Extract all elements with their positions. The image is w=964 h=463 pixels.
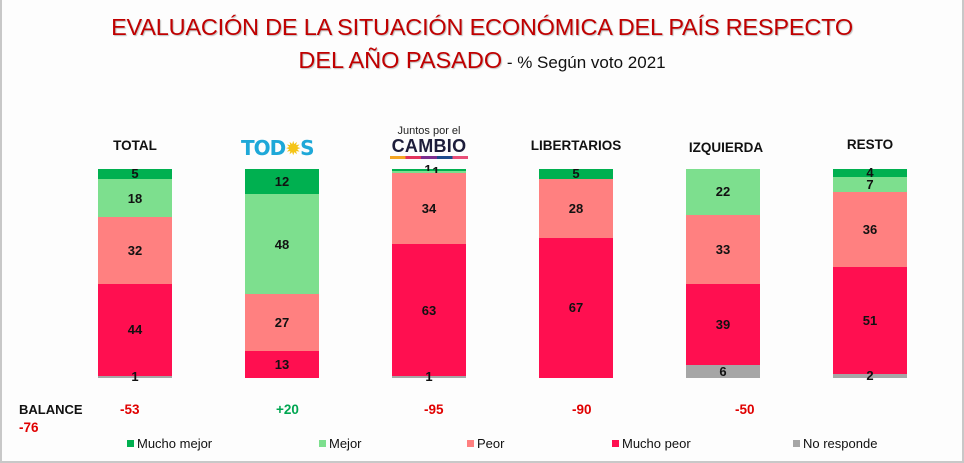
bar-segment-mucho-peor	[686, 283, 760, 366]
balance-value: -53	[120, 402, 140, 417]
bar-segment-mucho-mejor	[98, 169, 172, 180]
legend-swatch-icon	[467, 440, 474, 447]
header-izquierda: IZQUIERDA	[688, 140, 764, 155]
todos-logo-text-end: S	[300, 136, 314, 160]
todos-logo-text: TOD	[241, 136, 286, 160]
data-label: 1	[425, 368, 433, 384]
jxc-logo-top: Juntos por el	[397, 125, 461, 137]
data-label: 32	[127, 243, 143, 258]
chart-title-line2: DEL AÑO PASADO - % Según voto 2021	[0, 47, 964, 74]
data-label: 27	[274, 315, 290, 331]
chart-title: EVALUACIÓN DE LA SITUACIÓN ECONÓMICA DEL…	[111, 14, 853, 40]
legend-item-mucho-mejor: Mucho mejor	[127, 436, 212, 451]
data-label: 18	[127, 190, 143, 206]
bar-juntos-por-el-cambio: 1 1 34 63 1	[392, 163, 466, 383]
legend-label: Mejor	[329, 436, 362, 451]
balance-value: -90	[572, 402, 592, 417]
data-label: 33	[715, 241, 731, 257]
jxc-logo-stripe	[390, 156, 468, 159]
data-label: 5	[572, 166, 580, 182]
balance-value: -95	[424, 402, 444, 417]
data-label: 67	[568, 300, 584, 316]
sun-icon: ✹	[285, 138, 301, 160]
legend-swatch-icon	[127, 440, 134, 447]
bar-segment-mucho-peor	[392, 244, 466, 376]
legend-swatch-icon	[793, 440, 800, 447]
bar-libertarios: 5 28 67	[539, 166, 613, 378]
legend-label: Peor	[477, 436, 505, 451]
juntos-por-el-cambio-logo: Juntos por el CAMBIO	[384, 125, 474, 159]
bar-segment-peor	[539, 179, 613, 238]
bar-izquierda: 22 33 39 6	[686, 169, 760, 378]
bar-segment-no-responde	[392, 375, 466, 378]
bar-segment-mejor	[98, 179, 172, 218]
data-label: 28	[568, 201, 584, 217]
data-label: 1	[424, 162, 432, 177]
bar-segment-peor	[392, 173, 466, 245]
bar-segment-mucho-mejor	[539, 169, 613, 180]
bar-segment-peor	[686, 214, 760, 284]
bar-segment-mucho-peor	[833, 267, 907, 374]
legend-label: Mucho peor	[622, 436, 691, 451]
data-label: 6	[719, 363, 727, 379]
bar-segment-mucho-mejor	[833, 169, 907, 178]
legend-item-peor: Peor	[467, 436, 504, 451]
bar-total: 5 18 32 44 1	[98, 166, 172, 383]
data-label: 12	[274, 174, 290, 190]
bar-segment-mucho-peor	[245, 350, 319, 378]
data-label: 36	[862, 222, 878, 238]
data-label: 13	[274, 356, 290, 372]
data-label: 2	[866, 367, 874, 383]
bar-segment-mejor	[686, 169, 760, 215]
bar-segment-mucho-peor	[539, 237, 613, 378]
data-label: 7	[866, 177, 874, 193]
balance-value: -50	[735, 402, 755, 417]
bar-segment-no-responde	[686, 365, 760, 378]
bar-todos: 12 48 27 13	[245, 169, 319, 378]
bar-segment-mejor	[392, 171, 466, 174]
data-label: 51	[862, 313, 878, 329]
data-label: 34	[421, 201, 437, 217]
chart-subtitle: - % Según voto 2021	[502, 53, 666, 72]
todos-logo: TOD✹S	[241, 136, 315, 160]
data-label: 48	[274, 236, 290, 252]
data-label: 63	[421, 302, 437, 318]
bar-segment-peor	[245, 294, 319, 351]
data-label: 22	[715, 184, 731, 200]
balance-value: +20	[276, 402, 299, 417]
data-label: 44	[127, 322, 143, 338]
data-label: 1	[432, 164, 440, 179]
header-resto: RESTO	[846, 137, 894, 152]
bar-segment-peor	[98, 217, 172, 284]
balance-label: BALANCE	[19, 402, 83, 417]
data-label: 5	[131, 166, 139, 182]
legend-label: Mucho mejor	[137, 436, 213, 451]
bar-resto: 4 7 36 51 2	[833, 165, 907, 382]
header-libertarios: LIBERTARIOS	[530, 138, 622, 153]
data-label: 4	[866, 165, 874, 181]
chart-title-second-line: DEL AÑO PASADO	[298, 47, 503, 73]
data-label: 1	[131, 368, 139, 384]
header-total: TOTAL	[113, 138, 157, 153]
bar-segment-mucho-mejor	[392, 169, 466, 172]
bar-segment-mucho-peor	[98, 283, 172, 376]
bar-segment-mejor	[833, 177, 907, 192]
legend-item-no-responde: No responde	[793, 436, 877, 451]
legend-swatch-icon	[612, 440, 619, 447]
bar-segment-no-responde	[98, 375, 172, 378]
legend-item-mejor: Mejor	[319, 436, 362, 451]
bar-segment-no-responde	[833, 373, 907, 378]
bar-segment-mejor	[245, 194, 319, 295]
legend-label: No responde	[803, 436, 878, 451]
legend-swatch-icon	[319, 440, 326, 447]
bar-segment-peor	[833, 191, 907, 268]
balance-value: -76	[19, 420, 39, 435]
legend-item-mucho-peor: Mucho peor	[612, 436, 691, 451]
jxc-logo-bottom: CAMBIO	[391, 136, 467, 156]
data-label: 39	[715, 317, 731, 333]
bar-segment-mucho-mejor	[245, 169, 319, 195]
